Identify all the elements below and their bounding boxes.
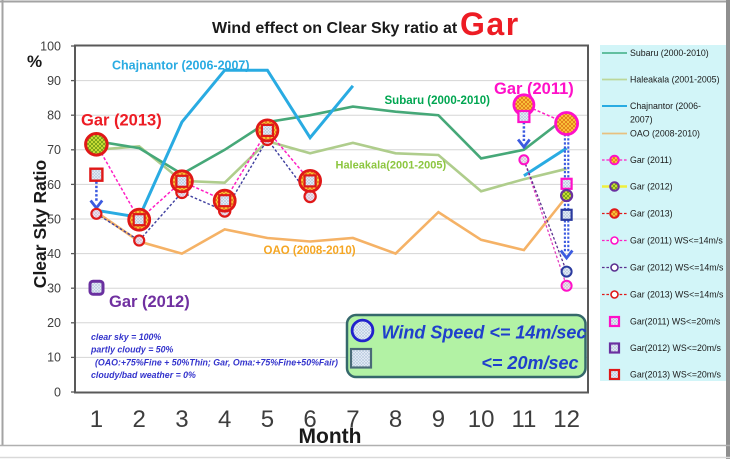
svg-text:Haleakala(2001-2005): Haleakala(2001-2005)	[336, 160, 447, 172]
svg-text:Chajnantor (2006-: Chajnantor (2006-	[630, 101, 701, 111]
svg-text:Subaru (2000-2010): Subaru (2000-2010)	[385, 95, 491, 107]
svg-text:4: 4	[218, 406, 231, 433]
svg-text:2007): 2007)	[630, 115, 653, 125]
svg-text:OAO (2008-2010): OAO (2008-2010)	[264, 245, 356, 257]
svg-text:%: %	[27, 52, 42, 71]
svg-text:1: 1	[90, 406, 103, 433]
svg-text:20: 20	[47, 316, 61, 330]
svg-text:90: 90	[47, 74, 61, 88]
svg-text:50: 50	[47, 213, 61, 227]
svg-text:Gar(2013) WS<=20m/s: Gar(2013) WS<=20m/s	[630, 370, 722, 380]
svg-text:40: 40	[47, 247, 61, 261]
svg-text:Gar (2013) WS<=14m/s: Gar (2013) WS<=14m/s	[630, 290, 724, 300]
svg-text:Gar (2013): Gar (2013)	[630, 209, 673, 219]
svg-text:0: 0	[54, 386, 61, 400]
svg-text:Wind effect on Clear Sky ratio: Wind effect on Clear Sky ratio at	[212, 20, 458, 37]
svg-text:Gar: Gar	[460, 6, 520, 42]
svg-text:Month: Month	[299, 425, 362, 448]
svg-text:12: 12	[553, 406, 580, 433]
svg-text:Gar (2012): Gar (2012)	[109, 293, 190, 311]
svg-text:100: 100	[40, 40, 61, 54]
svg-text:Subaru (2000-2010): Subaru (2000-2010)	[630, 48, 709, 58]
svg-text:5: 5	[261, 406, 274, 433]
svg-text:7: 7	[346, 406, 359, 433]
svg-text:2: 2	[133, 406, 146, 433]
svg-text:Wind Speed <= 14m/sec: Wind Speed <= 14m/sec	[382, 323, 587, 343]
svg-text:partly cloudy = 50%: partly cloudy = 50%	[90, 345, 174, 355]
svg-text:30: 30	[47, 282, 61, 296]
svg-text:8: 8	[389, 406, 402, 433]
svg-text:Gar (2011): Gar (2011)	[630, 155, 672, 165]
svg-text:9: 9	[432, 406, 445, 433]
svg-text:<= 20m/sec: <= 20m/sec	[481, 353, 578, 373]
svg-text:(OAO:+75%Fine + 50%Thin; Gar,: (OAO:+75%Fine + 50%Thin; Gar, Oma:+75%Fi…	[95, 357, 338, 367]
svg-text:10: 10	[47, 351, 61, 365]
svg-text:Haleakala (2001-2005): Haleakala (2001-2005)	[630, 75, 720, 85]
svg-text:OAO (2008-2010): OAO (2008-2010)	[630, 129, 700, 139]
svg-text:Chajnantor (2006-2007): Chajnantor (2006-2007)	[112, 59, 250, 73]
svg-text:11: 11	[511, 406, 536, 433]
svg-text:Gar(2011) WS<=20m/s: Gar(2011) WS<=20m/s	[630, 317, 721, 327]
svg-text:3: 3	[175, 406, 188, 433]
svg-text:60: 60	[47, 178, 61, 192]
svg-text:10: 10	[468, 406, 495, 433]
svg-text:Gar (2012) WS<=14m/s: Gar (2012) WS<=14m/s	[630, 263, 724, 273]
svg-text:Gar (2012): Gar (2012)	[630, 182, 673, 192]
svg-text:Gar(2012) WS<=20m/s: Gar(2012) WS<=20m/s	[630, 343, 722, 353]
svg-text:Clear Sky Ratio: Clear Sky Ratio	[30, 160, 50, 288]
svg-text:Gar (2013): Gar (2013)	[81, 112, 162, 130]
svg-text:80: 80	[47, 109, 61, 123]
svg-text:Gar (2011) WS<=14m/s: Gar (2011) WS<=14m/s	[630, 236, 723, 246]
svg-text:clear sky = 100%: clear sky = 100%	[91, 332, 161, 342]
svg-text:6: 6	[303, 406, 316, 433]
svg-text:70: 70	[47, 143, 61, 157]
svg-text:cloudy/bad weather = 0%: cloudy/bad weather = 0%	[91, 370, 196, 380]
svg-text:Gar (2011): Gar (2011)	[494, 80, 574, 98]
